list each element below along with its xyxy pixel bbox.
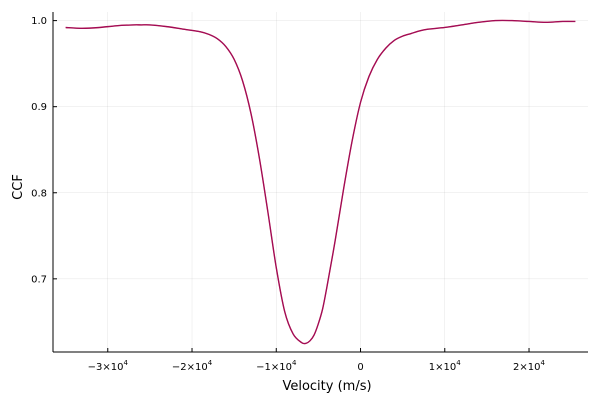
- x-tick-base: ×10: [519, 362, 540, 373]
- x-tick-mantissa: −2: [172, 362, 187, 373]
- x-tick-mantissa: −1: [256, 362, 271, 373]
- x-tick-mantissa: 1: [429, 362, 435, 373]
- x-ticks: −3×104 −2×104 −1×104 0 1×104 2×104: [88, 348, 546, 373]
- y-tick-label: 0.8: [31, 188, 47, 199]
- x-axis-label: Velocity (m/s): [282, 379, 371, 394]
- y-tick-label: 1.0: [31, 16, 47, 27]
- x-tick-exponent: 4: [541, 359, 546, 367]
- x-tick-exponent: 4: [208, 359, 213, 367]
- x-tick-base: ×10: [435, 362, 456, 373]
- y-ticks: 0.7 0.8 0.9 1.0: [31, 16, 57, 285]
- series-layer: [65, 19, 576, 345]
- x-tick-exponent: 4: [292, 359, 297, 367]
- y-axis-label: CCF: [11, 174, 26, 200]
- x-tick-label: −2×104: [172, 359, 213, 373]
- axes: [52, 12, 588, 353]
- x-tick-base: ×10: [187, 362, 208, 373]
- x-tick-label: −3×104: [88, 359, 129, 373]
- series-line-2: [65, 19, 576, 345]
- x-tick-label: 1×104: [429, 359, 461, 373]
- x-tick-mantissa: 2: [513, 362, 519, 373]
- x-tick-exponent: 4: [123, 359, 128, 367]
- x-tick-label: 2×104: [513, 359, 545, 373]
- x-tick-mantissa: −3: [88, 362, 103, 373]
- x-tick-label: 0: [357, 362, 363, 373]
- y-tick-label: 0.9: [31, 102, 47, 113]
- x-tick-base: ×10: [102, 362, 123, 373]
- x-tick-base: ×10: [271, 362, 292, 373]
- x-tick-exponent: 4: [456, 359, 461, 367]
- x-tick-label: −1×104: [256, 359, 297, 373]
- y-tick-label: 0.7: [31, 274, 47, 285]
